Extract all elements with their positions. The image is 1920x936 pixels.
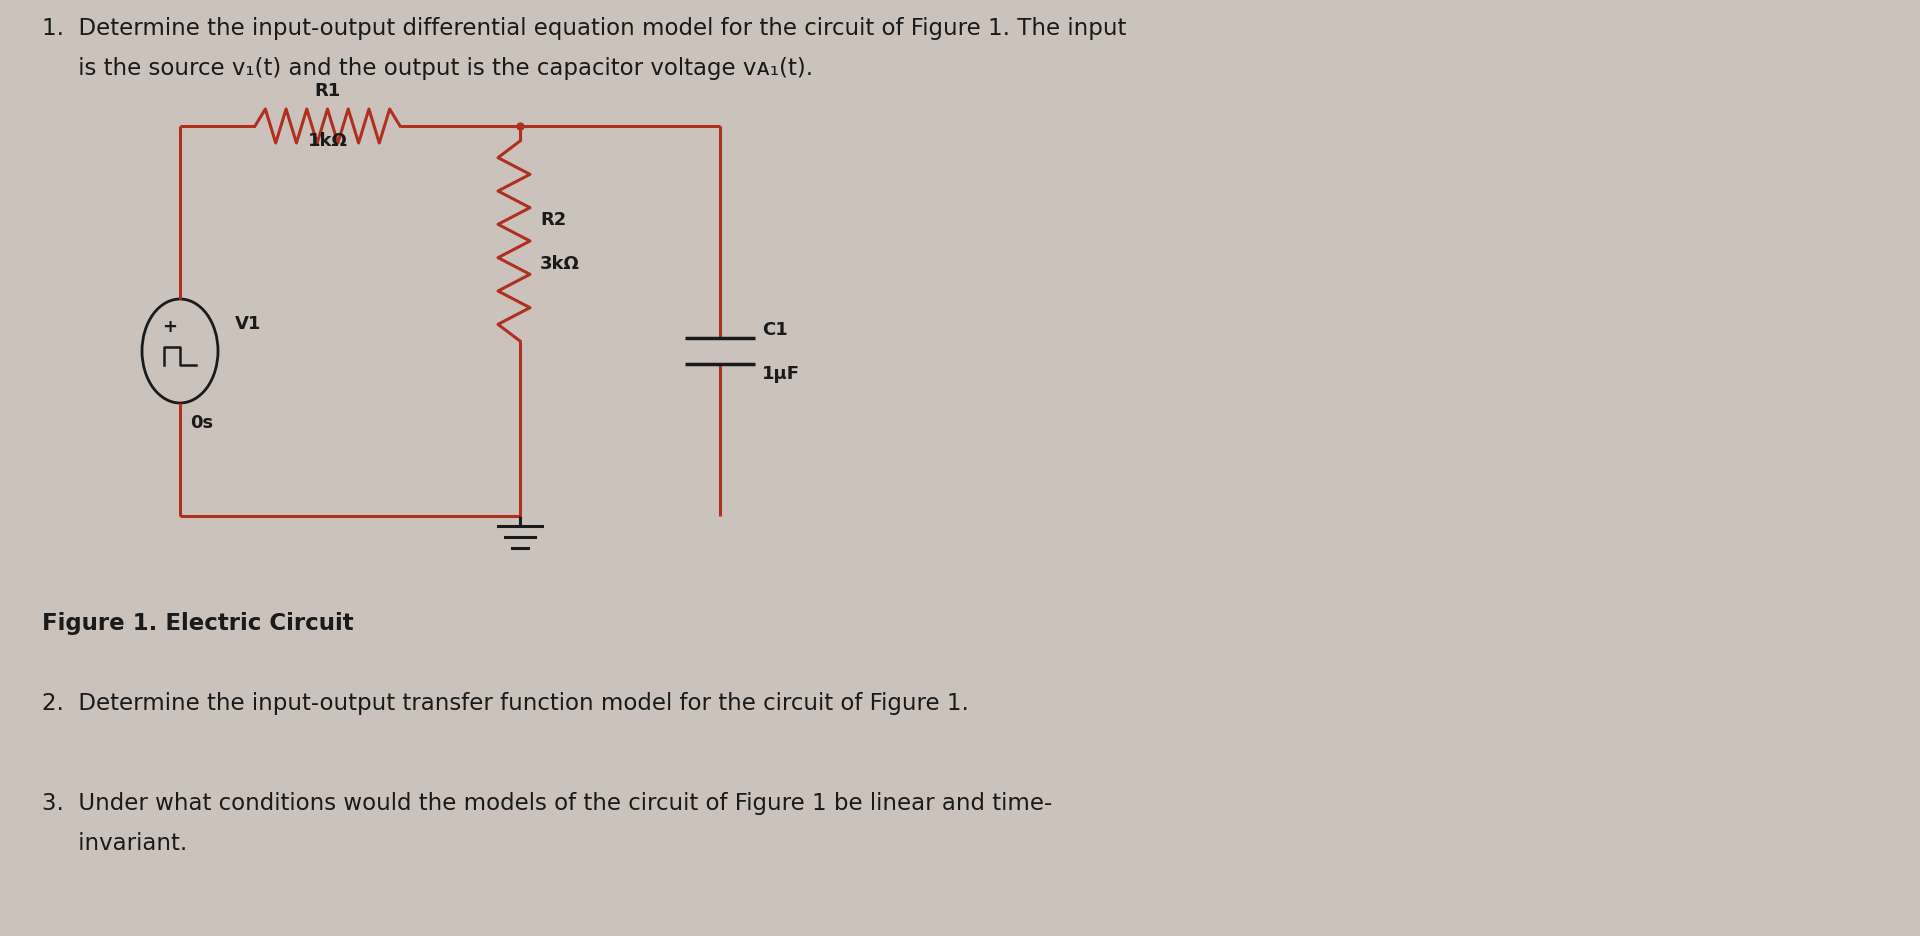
Text: R1: R1: [315, 82, 342, 100]
Text: 3.  Under what conditions would the models of the circuit of Figure 1 be linear : 3. Under what conditions would the model…: [42, 791, 1052, 814]
Text: Figure 1. Electric Circuit: Figure 1. Electric Circuit: [42, 611, 353, 635]
Text: 1kΩ: 1kΩ: [307, 132, 348, 150]
Text: R2: R2: [540, 211, 566, 228]
Text: 0s: 0s: [190, 414, 213, 431]
Text: is the source v₁(t) and the output is the capacitor voltage vᴀ₁(t).: is the source v₁(t) and the output is th…: [42, 57, 814, 80]
Text: 1.  Determine the input-output differential equation model for the circuit of Fi: 1. Determine the input-output differenti…: [42, 17, 1127, 40]
Text: 3kΩ: 3kΩ: [540, 255, 580, 272]
Text: C1: C1: [762, 321, 787, 339]
Text: 2.  Determine the input-output transfer function model for the circuit of Figure: 2. Determine the input-output transfer f…: [42, 692, 970, 714]
Text: 1μF: 1μF: [762, 365, 801, 383]
Text: +: +: [163, 317, 177, 336]
Text: V1: V1: [234, 314, 261, 332]
Text: invariant.: invariant.: [42, 831, 188, 854]
